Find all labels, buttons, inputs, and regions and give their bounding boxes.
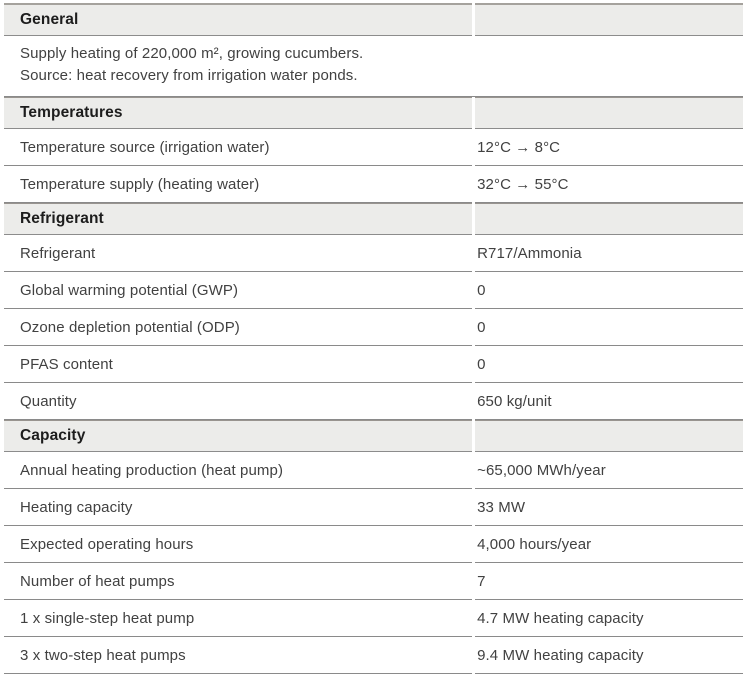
- spec-row: Heating capacity 33 MW: [4, 489, 743, 526]
- spec-label: Quantity: [4, 383, 473, 420]
- spec-row: Refrigerant R717/Ammonia: [4, 235, 743, 272]
- spec-value: R717/Ammonia: [475, 235, 743, 272]
- spec-value: 0: [475, 272, 743, 309]
- spec-value: 0: [475, 309, 743, 346]
- spec-row: Temperature supply (heating water) 32°C …: [4, 166, 743, 203]
- section-header-spacer: [475, 3, 743, 36]
- spec-table: General Supply heating of 220,000 m², gr…: [1, 3, 746, 674]
- section-title: Capacity: [4, 420, 473, 452]
- spec-value: 650 kg/unit: [475, 383, 743, 420]
- section-header-row: Refrigerant: [4, 203, 743, 235]
- spec-value: 33 MW: [475, 489, 743, 526]
- section-header-spacer: [475, 97, 743, 129]
- section-title: General: [4, 3, 473, 36]
- spec-row: Quantity 650 kg/unit: [4, 383, 743, 420]
- spec-row: PFAS content 0: [4, 346, 743, 383]
- spec-value: 7: [475, 563, 743, 600]
- spec-row: Temperature source (irrigation water) 12…: [4, 129, 743, 166]
- description-line-2: Source: heat recovery from irrigation wa…: [20, 67, 358, 84]
- section-header-spacer: [475, 420, 743, 452]
- spec-row: Expected operating hours 4,000 hours/yea…: [4, 526, 743, 563]
- spec-row: 3 x two-step heat pumps 9.4 MW heating c…: [4, 637, 743, 674]
- spec-row: Ozone depletion potential (ODP) 0: [4, 309, 743, 346]
- section-header-row: Temperatures: [4, 97, 743, 129]
- spec-label: Refrigerant: [4, 235, 473, 272]
- spec-value: 4.7 MW heating capacity: [475, 600, 743, 637]
- description-line-1: Supply heating of 220,000 m², growing cu…: [20, 45, 364, 62]
- spec-label: Annual heating production (heat pump): [4, 452, 473, 489]
- spec-value: ~65,000 MWh/year: [475, 452, 743, 489]
- spec-table-body: General Supply heating of 220,000 m², gr…: [4, 3, 743, 674]
- description-cell: Supply heating of 220,000 m², growing cu…: [4, 36, 743, 97]
- spec-label: PFAS content: [4, 346, 473, 383]
- spec-label: 3 x two-step heat pumps: [4, 637, 473, 674]
- spec-label: Ozone depletion potential (ODP): [4, 309, 473, 346]
- spec-label: Temperature supply (heating water): [4, 166, 473, 203]
- spec-label: Number of heat pumps: [4, 563, 473, 600]
- spec-row: 1 x single-step heat pump 4.7 MW heating…: [4, 600, 743, 637]
- spec-row: Number of heat pumps 7: [4, 563, 743, 600]
- spec-label: Heating capacity: [4, 489, 473, 526]
- spec-value: 12°C → 8°C: [475, 129, 743, 166]
- spec-label: Expected operating hours: [4, 526, 473, 563]
- section-header-spacer: [475, 203, 743, 235]
- spec-value: 32°C → 55°C: [475, 166, 743, 203]
- section-header-row: Capacity: [4, 420, 743, 452]
- spec-value: 9.4 MW heating capacity: [475, 637, 743, 674]
- spec-label: Temperature source (irrigation water): [4, 129, 473, 166]
- section-header-row: General: [4, 3, 743, 36]
- spec-value: 0: [475, 346, 743, 383]
- description-row: Supply heating of 220,000 m², growing cu…: [4, 36, 743, 97]
- section-title: Temperatures: [4, 97, 473, 129]
- spec-value: 4,000 hours/year: [475, 526, 743, 563]
- spec-label: 1 x single-step heat pump: [4, 600, 473, 637]
- spec-row: Annual heating production (heat pump) ~6…: [4, 452, 743, 489]
- section-title: Refrigerant: [4, 203, 473, 235]
- spec-label: Global warming potential (GWP): [4, 272, 473, 309]
- spec-row: Global warming potential (GWP) 0: [4, 272, 743, 309]
